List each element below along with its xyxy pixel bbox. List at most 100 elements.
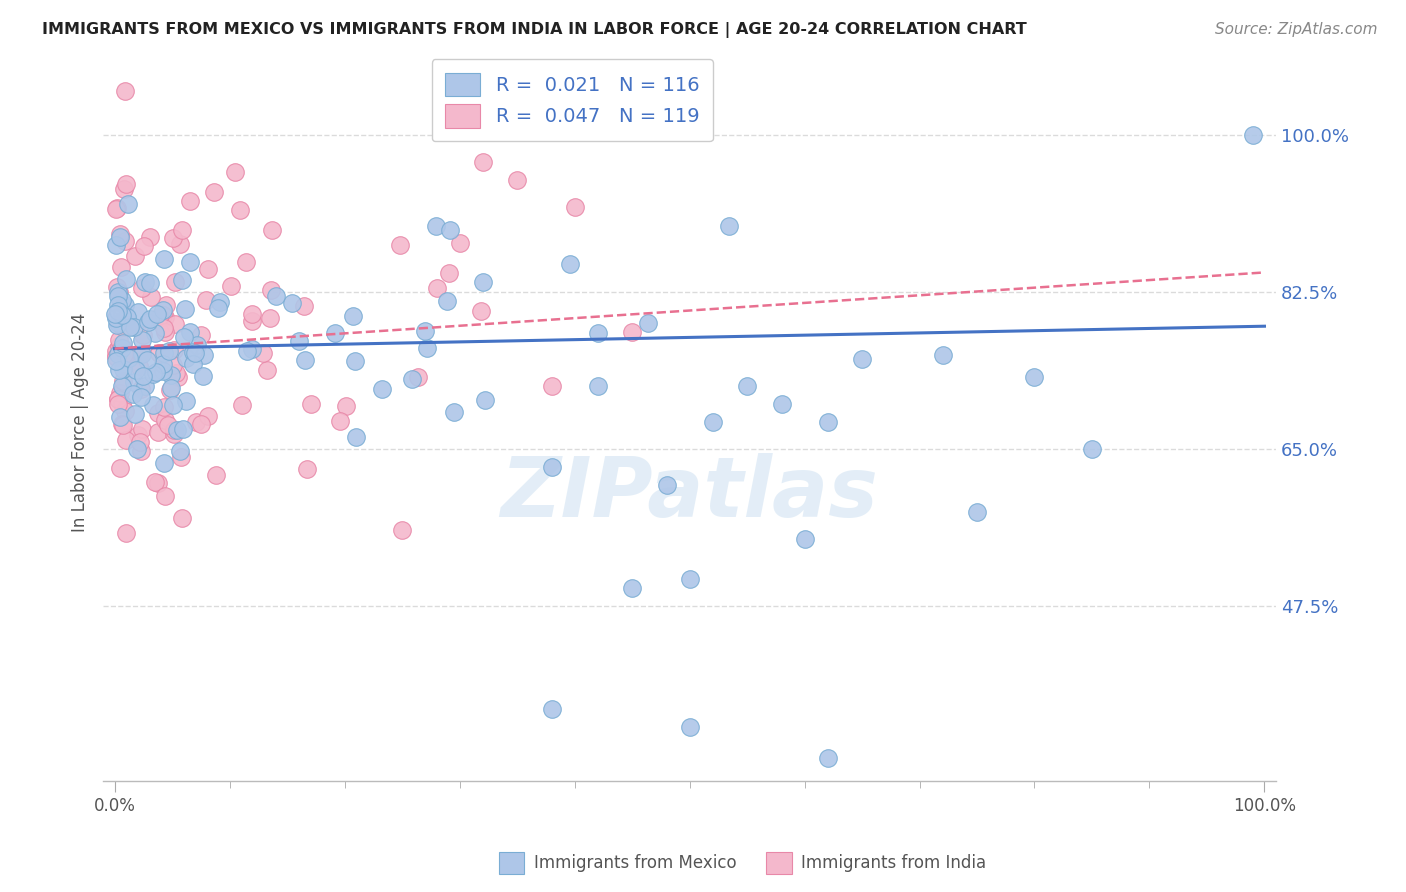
Point: [621, 326, 644, 340]
Point: [110, 409, 132, 424]
Point: [107, 392, 129, 406]
Point: [172, 273, 194, 287]
Point: [170, 450, 193, 464]
Point: [127, 442, 149, 456]
Point: [165, 275, 187, 289]
Point: [174, 394, 197, 409]
Point: [259, 311, 281, 326]
Point: [678, 572, 700, 586]
Point: [931, 348, 953, 362]
Point: [107, 346, 129, 360]
Point: [207, 301, 229, 315]
Point: [262, 223, 284, 237]
Point: [186, 415, 208, 429]
Point: [111, 293, 134, 308]
Point: [186, 338, 208, 352]
Point: [173, 301, 195, 316]
Point: [124, 375, 146, 389]
Point: [184, 345, 207, 359]
Point: [443, 405, 465, 419]
Point: [139, 230, 162, 244]
Point: [295, 462, 318, 476]
Point: [104, 350, 127, 364]
Point: [229, 203, 252, 218]
Point: [173, 330, 195, 344]
Point: [240, 314, 263, 328]
Point: [108, 460, 131, 475]
Point: [191, 369, 214, 384]
Point: [131, 444, 153, 458]
Point: [388, 238, 411, 252]
Point: [134, 379, 156, 393]
Point: [735, 379, 758, 393]
Point: [163, 317, 186, 331]
Point: [131, 333, 153, 347]
Point: [111, 397, 134, 411]
Point: [129, 382, 152, 396]
Point: [146, 406, 169, 420]
Point: [172, 223, 194, 237]
Point: [219, 279, 242, 293]
Point: [179, 325, 201, 339]
Point: [143, 475, 166, 489]
Legend: R =  0.021   N = 116, R =  0.047   N = 119: R = 0.021 N = 116, R = 0.047 N = 119: [432, 59, 713, 142]
Point: [114, 404, 136, 418]
Point: [817, 751, 839, 765]
Point: [335, 400, 357, 414]
Point: [104, 344, 127, 359]
Point: [637, 316, 659, 330]
Y-axis label: In Labor Force | Age 20-24: In Labor Force | Age 20-24: [72, 312, 89, 532]
Point: [148, 346, 170, 360]
Point: [153, 325, 176, 339]
Point: [256, 363, 278, 377]
Point: [165, 366, 187, 380]
Point: [181, 358, 204, 372]
Point: [162, 398, 184, 412]
Text: Source: ZipAtlas.com: Source: ZipAtlas.com: [1215, 22, 1378, 37]
Point: [110, 309, 132, 323]
Point: [439, 223, 461, 237]
Point: [134, 239, 156, 253]
Point: [560, 257, 582, 271]
Text: IMMIGRANTS FROM MEXICO VS IMMIGRANTS FROM INDIA IN LABOR FORCE | AGE 20-24 CORRE: IMMIGRANTS FROM MEXICO VS IMMIGRANTS FRO…: [42, 22, 1026, 38]
Point: [717, 219, 740, 233]
Point: [344, 430, 367, 444]
Point: [108, 338, 131, 352]
Point: [586, 111, 609, 125]
Point: [152, 357, 174, 371]
Point: [1241, 128, 1264, 143]
Point: [131, 422, 153, 436]
Point: [281, 296, 304, 310]
Point: [252, 346, 274, 360]
Point: [153, 310, 176, 324]
Point: [240, 307, 263, 321]
Point: [197, 261, 219, 276]
Point: [107, 392, 129, 406]
Point: [105, 201, 128, 215]
Point: [145, 307, 167, 321]
Point: [148, 475, 170, 490]
Point: [260, 284, 283, 298]
Point: [163, 423, 186, 437]
Point: [104, 307, 127, 321]
Point: [104, 237, 127, 252]
Text: Immigrants from Mexico: Immigrants from Mexico: [534, 855, 737, 872]
Point: [138, 315, 160, 329]
Point: [169, 237, 191, 252]
Point: [172, 422, 194, 436]
Point: [152, 308, 174, 322]
Point: [104, 311, 127, 326]
Point: [588, 326, 610, 340]
Point: [143, 326, 166, 340]
Point: [470, 304, 492, 318]
Point: [114, 298, 136, 312]
Point: [112, 341, 135, 355]
Point: [540, 459, 562, 474]
Point: [105, 280, 128, 294]
Point: [152, 302, 174, 317]
Point: [114, 526, 136, 541]
Point: [131, 390, 153, 404]
Point: [108, 386, 131, 401]
Point: [152, 364, 174, 378]
Point: [236, 344, 259, 359]
